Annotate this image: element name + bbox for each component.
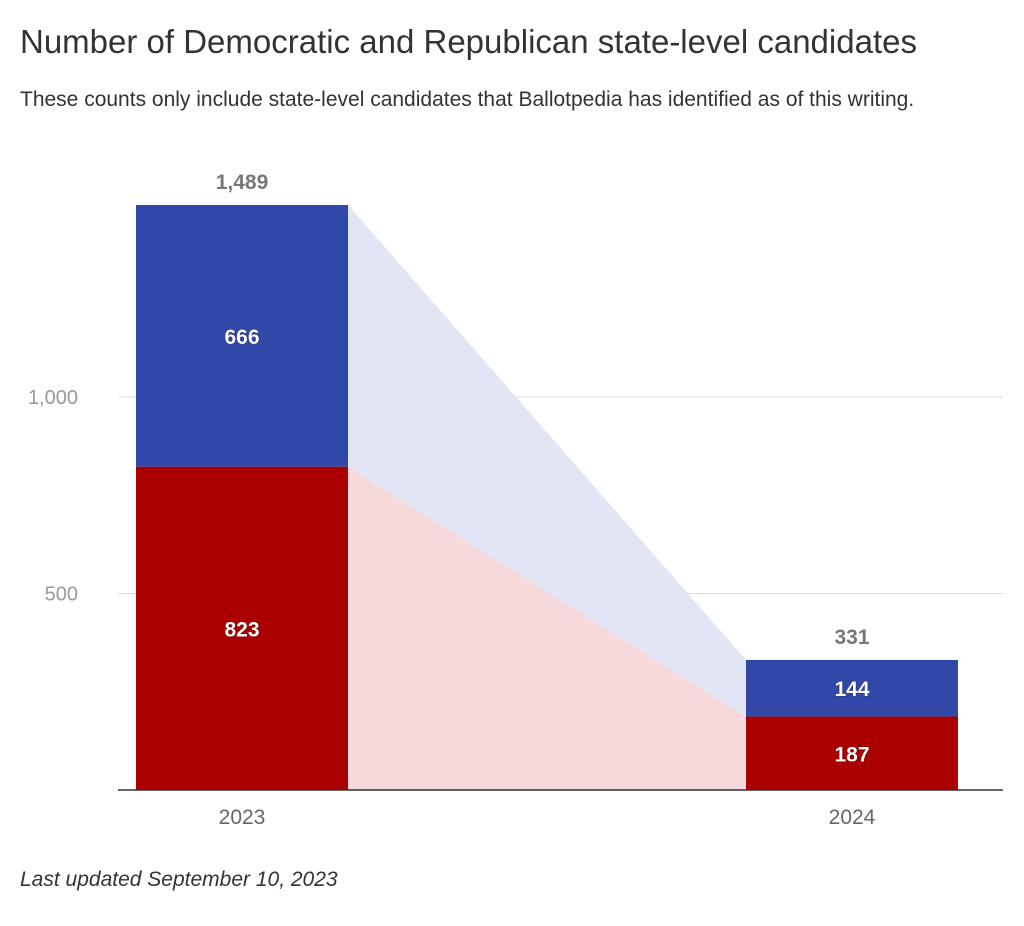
labels: 500 1,000 823 666 1,489 2023 187 144 331 2024 (28, 171, 876, 829)
democratic-bar-2024 (746, 659, 958, 717)
republican-connector-band (348, 466, 746, 790)
republican-bar-2023 (136, 466, 348, 790)
democratic-bar-2023 (136, 205, 348, 467)
x-category-label: 2024 (829, 806, 876, 829)
y-tick-label: 1,000 (28, 387, 78, 409)
last-updated-note: Last updated September 10, 2023 (20, 868, 338, 891)
republican-value-label: 187 (834, 743, 869, 766)
bars (136, 205, 958, 790)
republican-bar-2024 (746, 716, 958, 790)
chart-title: Number of Democratic and Republican stat… (20, 23, 917, 60)
chart-subtitle: These counts only include state-level ca… (20, 88, 915, 111)
x-category-label: 2023 (219, 806, 266, 829)
democratic-connector-band (348, 205, 746, 717)
y-tick-label: 500 (45, 584, 78, 606)
republican-value-label: 823 (224, 618, 259, 641)
total-label-2023: 1,489 (216, 171, 269, 194)
democratic-value-label: 144 (834, 678, 869, 701)
democratic-value-label: 666 (224, 326, 259, 349)
connector-bands (348, 205, 746, 790)
total-label-2024: 331 (834, 626, 869, 649)
